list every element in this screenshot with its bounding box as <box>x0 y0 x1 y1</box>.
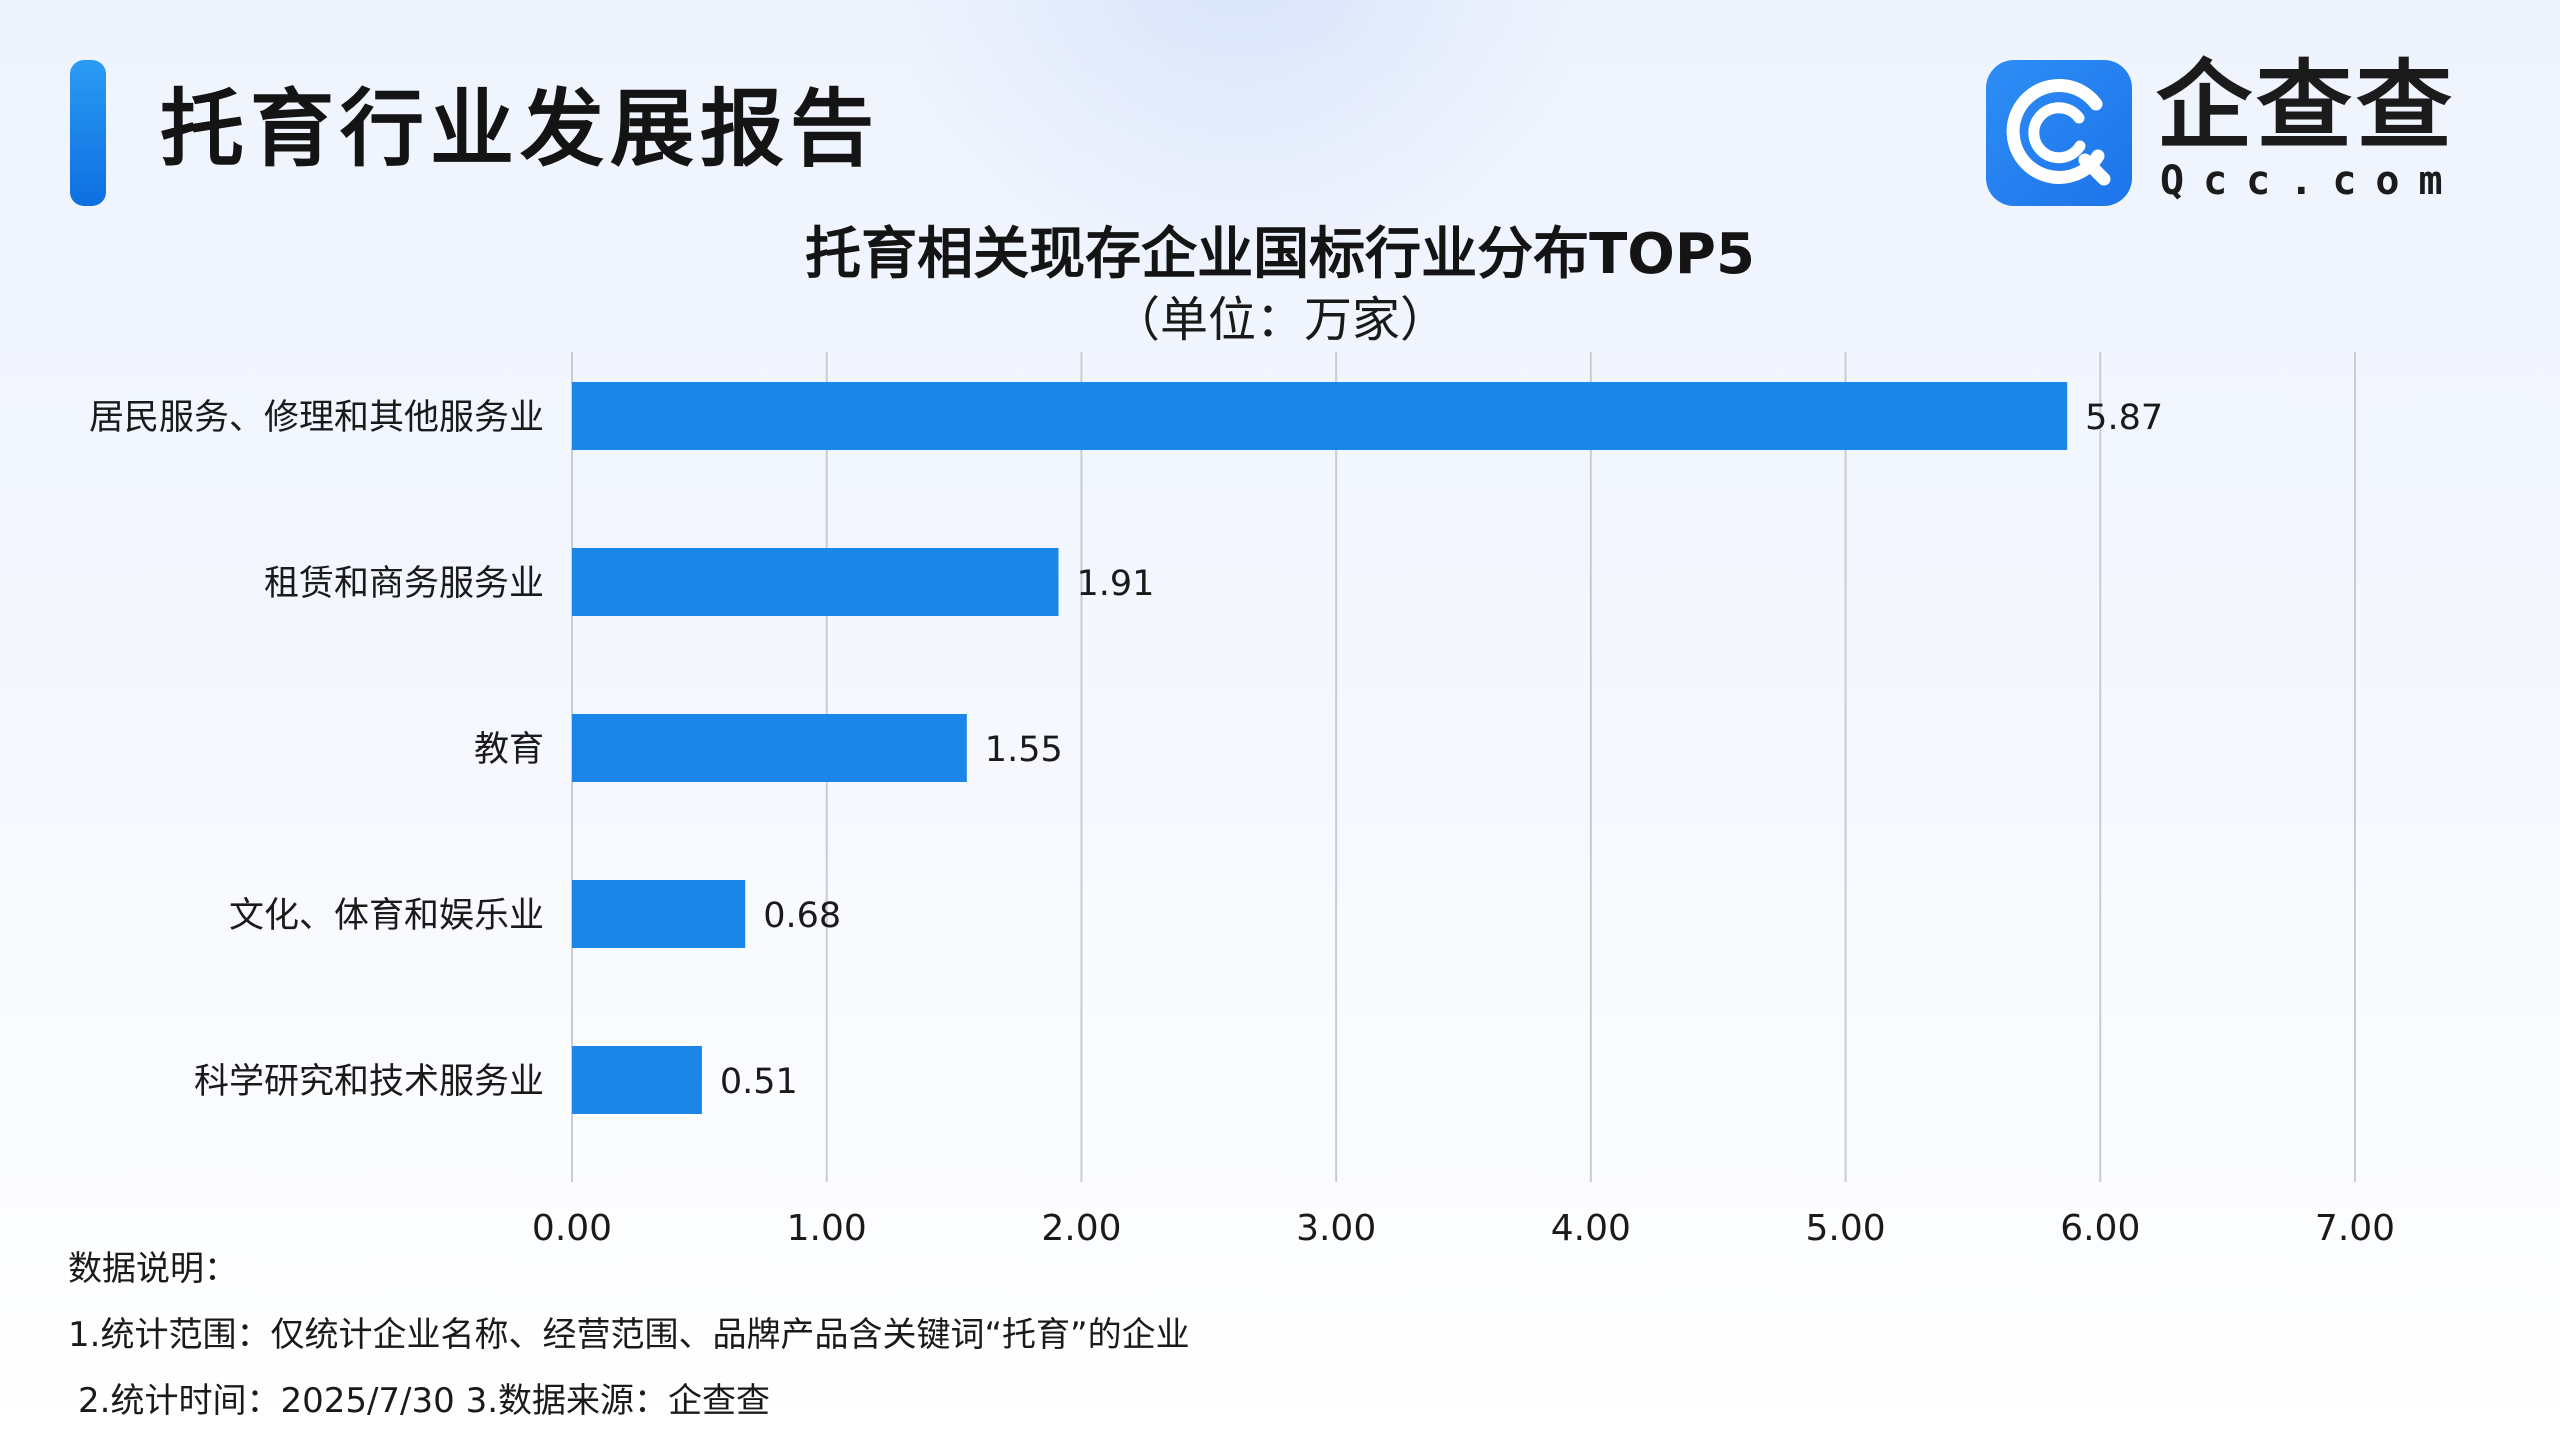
report-title: 托育行业发展报告 <box>160 80 881 178</box>
category-label: 居民服务、修理和其他服务业 <box>89 398 544 438</box>
title-accent-bar <box>70 60 106 206</box>
category-label: 科学研究和技术服务业 <box>194 1062 544 1102</box>
value-label: 0.51 <box>720 1062 798 1102</box>
chart-title: 托育相关现存企业国标行业分布TOP5 <box>805 222 1755 287</box>
notes-heading: 数据说明： <box>68 1249 238 1289</box>
bar-chart: 0.00 1.00 2.00 3.00 4.00 5.00 6.00 7.00 居民服务、修理和… <box>89 352 2395 1249</box>
x-tick-label: 1.00 <box>787 1208 867 1249</box>
value-label: 5.87 <box>2085 398 2163 438</box>
category-label: 文化、体育和娱乐业 <box>229 896 544 936</box>
bar <box>572 548 1059 616</box>
bar <box>572 714 967 782</box>
bar <box>572 382 2068 450</box>
x-tick-label: 6.00 <box>2060 1208 2140 1249</box>
category-label: 教育 <box>474 730 544 770</box>
notes-line-2: 2.统计时间：2025/7/30 3.数据来源：企查查 <box>78 1381 771 1421</box>
x-tick-label: 7.00 <box>2315 1208 2395 1249</box>
logo-domain: Qcc.com <box>2160 158 2462 204</box>
value-label: 1.91 <box>1077 564 1155 604</box>
x-tick-label: 0.00 <box>532 1208 612 1249</box>
logo-wordmark: 企查查 <box>2156 50 2456 162</box>
x-tick-label: 3.00 <box>1296 1208 1376 1249</box>
qcc-logo-mark <box>2006 78 2111 186</box>
category-label: 租赁和商务服务业 <box>264 564 544 604</box>
bar <box>572 880 746 948</box>
x-tick-label: 4.00 <box>1551 1208 1631 1249</box>
qcc-logo-icon <box>1986 60 2132 206</box>
value-label: 0.68 <box>763 896 841 936</box>
notes-line-1: 1.统计范围：仅统计企业名称、经营范围、品牌产品含关键词“托育”的企业 <box>68 1315 1190 1355</box>
value-label: 1.55 <box>985 730 1063 770</box>
x-tick-label: 2.00 <box>1041 1208 1121 1249</box>
chart-subtitle: （单位：万家） <box>1111 292 1448 348</box>
x-tick-label: 5.00 <box>1805 1208 1885 1249</box>
bar <box>572 1046 702 1114</box>
